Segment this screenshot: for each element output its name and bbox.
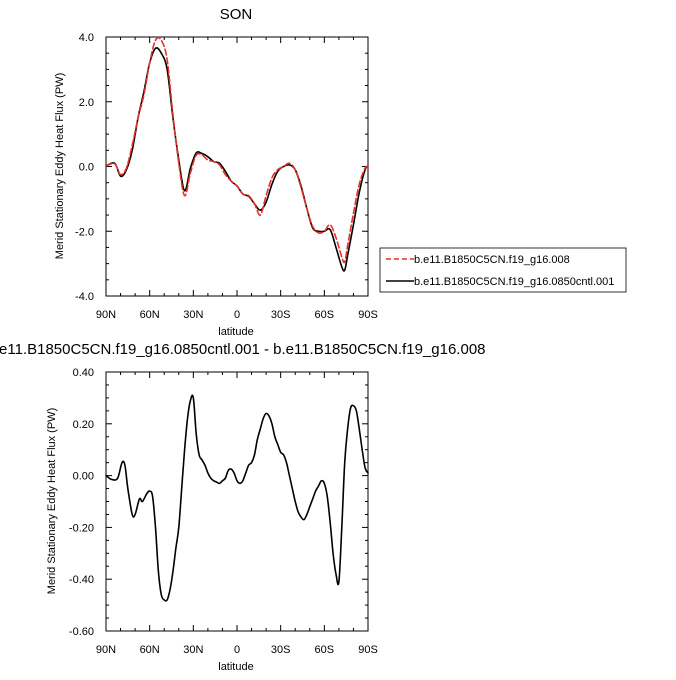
x-tick-label: 90N bbox=[96, 644, 116, 656]
x-tick-label: 60S bbox=[315, 644, 335, 656]
chart-top: SON 4.02.00.0-2.0-4.0 90N 60N 30N 0 30S 60S 90… bbox=[54, 6, 627, 338]
legend-box bbox=[379, 247, 627, 293]
chart-bottom-title: b.e11.B1850C5CN.f19_g16.0850cntl.001 - b… bbox=[0, 341, 485, 358]
y-tick-label: 0.0 bbox=[79, 162, 94, 174]
chart-bottom-y-axis-label: Merid Stationary Eddy Heat Flux (PW) bbox=[46, 408, 58, 594]
chart-top-x-axis-label: latitude bbox=[218, 326, 253, 338]
y-tick-label: -2.0 bbox=[75, 226, 94, 238]
y-tick-label: 4.0 bbox=[79, 32, 94, 44]
x-tick-label: 30N bbox=[183, 644, 203, 656]
y-tick-label: -0.40 bbox=[69, 574, 94, 586]
chart-top-series-line-1 bbox=[105, 36, 369, 264]
legend-label-series-1: b.e11.B1850C5CN.f19_g16.008 bbox=[414, 254, 570, 266]
x-tick-label: 0 bbox=[234, 644, 240, 656]
chart-bottom-x-axis-label: latitude bbox=[218, 661, 253, 673]
x-tick-label: 30N bbox=[183, 309, 203, 321]
x-tick-label: 60N bbox=[140, 309, 160, 321]
chart-top-plot-frame bbox=[105, 36, 369, 297]
y-tick-label: -0.60 bbox=[69, 626, 94, 638]
y-tick-label: 0.40 bbox=[73, 367, 94, 379]
x-tick-label: 90S bbox=[358, 309, 378, 321]
x-tick-label: 60S bbox=[315, 309, 335, 321]
x-tick-label: 60N bbox=[140, 644, 160, 656]
chart-top-legend: b.e11.B1850C5CN.f19_g16.008 b.e11.B1850C… bbox=[379, 247, 627, 293]
chart-top-series-line-2 bbox=[105, 47, 369, 272]
y-tick-label: 0.00 bbox=[73, 471, 94, 483]
chart-bottom-series-lines bbox=[105, 394, 369, 602]
chart-top-series-lines bbox=[105, 36, 369, 272]
x-tick-label: 30S bbox=[271, 644, 291, 656]
x-tick-label: 0 bbox=[234, 309, 240, 321]
chart-top-y-axis-label: Merid Stationary Eddy Heat Flux (PW) bbox=[54, 73, 66, 259]
y-tick-label: -0.20 bbox=[69, 522, 94, 534]
x-tick-label: 90S bbox=[358, 644, 378, 656]
chart-bottom-series-line-1 bbox=[105, 394, 369, 602]
chart-bottom: b.e11.B1850C5CN.f19_g16.0850cntl.001 - b… bbox=[0, 341, 485, 673]
chart-bottom-x-ticks: 90N 60N 30N 0 30S 60S 90S bbox=[96, 372, 378, 656]
y-tick-label: -4.0 bbox=[75, 291, 94, 303]
y-tick-label: 2.0 bbox=[79, 97, 94, 109]
legend-label-series-2: b.e11.B1850C5CN.f19_g16.0850cntl.001 bbox=[414, 276, 614, 288]
chart-bottom-y-ticks: 0.40 0.20 0.00 -0.20 -0.40 -0.60 bbox=[69, 367, 368, 638]
y-tick-label: 0.20 bbox=[73, 419, 94, 431]
x-tick-label: 30S bbox=[271, 309, 291, 321]
chart-top-y-ticks: 4.0 2.0 0.0 -2.0 -4.0 bbox=[75, 32, 368, 303]
x-tick-label: 90N bbox=[96, 309, 116, 321]
chart-top-x-ticks: 90N 60N 30N 0 30S 60S 90S bbox=[96, 37, 378, 321]
chart-top-title: SON bbox=[220, 6, 253, 23]
